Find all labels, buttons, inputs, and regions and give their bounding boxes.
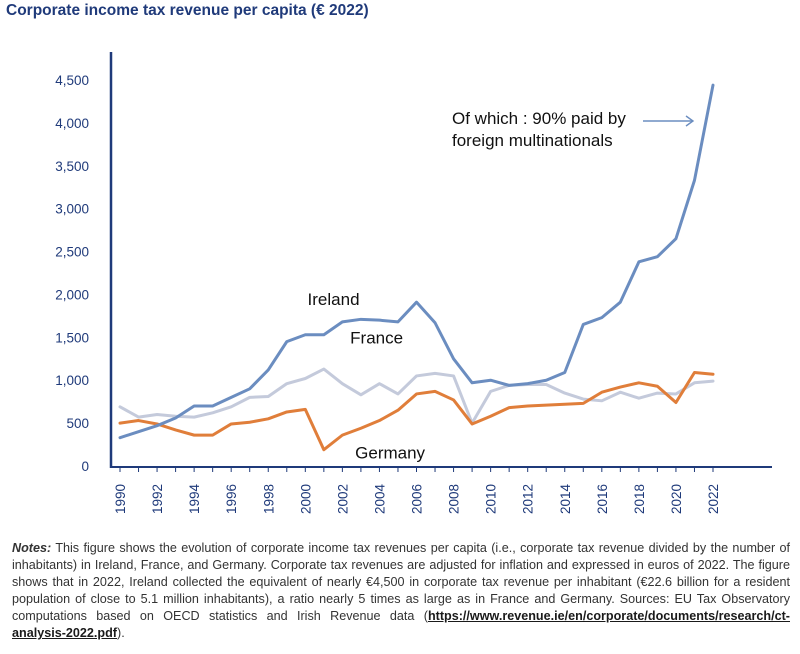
x-tick-label: 2008: [447, 484, 462, 514]
x-axis-ticks: 1990 1992 1994 1996 1998 2000 2002 2004 2006 2008…: [113, 467, 721, 514]
notes-text: This figure shows the evolution of corpo…: [12, 541, 790, 623]
x-tick-label: 2016: [595, 484, 610, 514]
chart-title: Corporate income tax revenue per capita …: [6, 2, 369, 19]
x-tick-label: 2004: [372, 483, 387, 514]
series-label-france: France: [350, 329, 403, 348]
line-chart: 0 500 1,000 1,500 2,000 2,500 3,000 3,500 4,000 4…: [55, 52, 772, 514]
x-tick-label: 2010: [484, 484, 499, 514]
x-tick-label: 1996: [224, 484, 239, 514]
y-axis-ticks: 0 500 1,000 1,500 2,000 2,500 3,000 3,500 4,000 4…: [55, 73, 89, 474]
x-tick-label: 2002: [335, 484, 350, 514]
x-tick-label: 2006: [410, 484, 425, 514]
series-labels: Ireland France Germany: [308, 290, 426, 463]
y-tick-label: 2,000: [55, 287, 89, 302]
series-line-ireland: [118, 83, 715, 440]
y-tick-label: 3,500: [55, 159, 89, 174]
x-tick-label: 1992: [150, 484, 165, 514]
series-lines: [118, 83, 715, 452]
annotation-arrowhead: [685, 115, 695, 127]
notes-lead: Notes:: [12, 541, 52, 555]
x-tick-label: 2000: [298, 484, 313, 514]
annotation-line-2: foreign multinationals: [452, 131, 613, 150]
y-tick-label: 4,500: [55, 73, 89, 88]
x-tick-label: 2018: [632, 484, 647, 514]
notes-tail: ).: [117, 626, 125, 640]
y-tick-label: 2,500: [55, 245, 89, 260]
x-tick-label: 2020: [669, 484, 684, 514]
x-tick-label: 1994: [187, 483, 202, 514]
y-tick-label: 3,000: [55, 202, 89, 217]
y-tick-label: 4,000: [55, 116, 89, 131]
x-tick-label: 2012: [521, 484, 536, 514]
series-label-ireland: Ireland: [308, 290, 360, 309]
series-line-germany: [118, 371, 715, 452]
x-tick-label: 1990: [113, 484, 128, 514]
series-line-france: [118, 367, 715, 425]
y-tick-label: 500: [66, 416, 89, 431]
series-label-germany: Germany: [355, 444, 425, 463]
x-tick-label: 2014: [558, 483, 573, 514]
notes: Notes: This figure shows the evolution o…: [12, 540, 790, 642]
annotation: Of which : 90% paid by foreign multinati…: [452, 109, 695, 150]
annotation-line-1: Of which : 90% paid by: [452, 109, 626, 128]
y-tick-label: 1,000: [55, 373, 89, 388]
x-tick-label: 1998: [261, 484, 276, 514]
source-link[interactable]: https://www.revenue.ie/en/corporate/docu…: [12, 609, 790, 640]
y-tick-label: 1,500: [55, 330, 89, 345]
x-tick-label: 2022: [706, 484, 721, 514]
y-tick-label: 0: [81, 459, 89, 474]
